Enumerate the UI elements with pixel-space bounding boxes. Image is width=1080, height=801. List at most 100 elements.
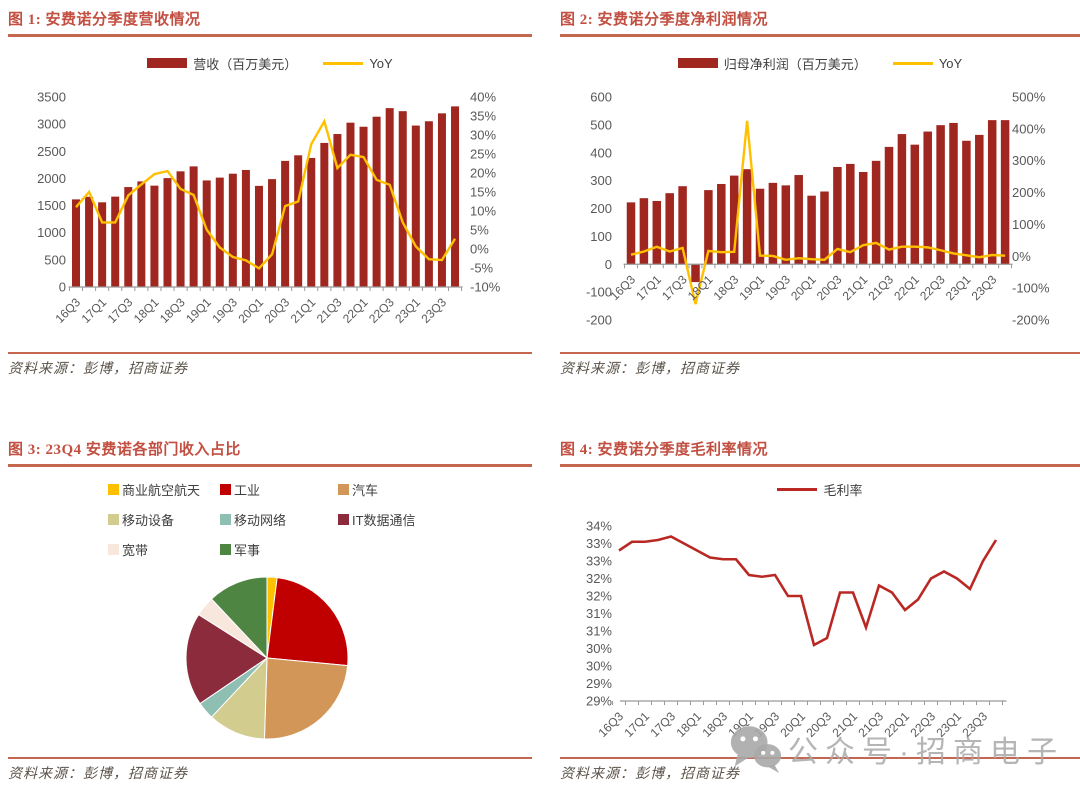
mobile-networks-swatch: [220, 514, 231, 525]
right-axis-label: 300%: [1012, 153, 1046, 168]
left-axis-label: 0: [59, 280, 66, 295]
x-label-21Q1: 21Q1: [288, 295, 319, 326]
figure4-source-rule: [560, 757, 1080, 759]
figure1-title-rule: [8, 34, 532, 37]
right-axis-label: 10%: [470, 204, 496, 219]
figure1-source: 资料来源：彭博，招商证券: [8, 362, 188, 377]
x-label-19Q3: 19Q3: [762, 272, 793, 303]
bar-19Q3: [228, 173, 237, 287]
bars-series: [72, 106, 460, 288]
figure3-segment-pie-panel: 图 3: 23Q4 安费诺各部门收入占比 商业航空航天 工业 汽车 移动设备 移…: [8, 438, 532, 794]
bar-23Q2: [975, 134, 984, 265]
revenue-bar-swatch: [147, 58, 188, 68]
y-axis-label: 33%: [586, 554, 612, 569]
x-label-16Q3: 16Q3: [595, 709, 626, 740]
figure2-source: 资料来源：彭博，招商证券: [560, 362, 740, 377]
y-axis-label: 30%: [586, 659, 612, 674]
y-axis-label: 31%: [586, 624, 612, 639]
wechat-icon: [730, 726, 782, 774]
right-axis-label: 30%: [470, 128, 496, 143]
x-label-22Q3: 22Q3: [366, 295, 397, 326]
left-axis-label: -100: [586, 285, 612, 300]
bar-23Q2: [424, 121, 433, 287]
legend-item-grossmargin: 毛利率: [777, 480, 863, 499]
x-label-18Q1: 18Q1: [673, 709, 704, 740]
segment-pie-chart: [185, 576, 349, 740]
left-axis-label: -200: [586, 313, 612, 328]
yoy-line-series: [75, 118, 457, 270]
watermark-text: 公众号·招商电子: [788, 736, 1064, 769]
x-label-23Q1: 23Q1: [943, 272, 974, 303]
legend-item-yoy: YoY: [323, 56, 393, 71]
x-label-17Q1: 17Q1: [79, 295, 110, 326]
bars-series: [626, 120, 1010, 283]
right-axis-label: 40%: [470, 90, 496, 105]
legend-item-industrial: 工业: [220, 480, 338, 499]
yoy2-line-swatch: [892, 61, 933, 65]
bar-20Q2: [268, 179, 277, 287]
left-axis-label: 1000: [37, 225, 66, 240]
left-axis-label: 400: [590, 145, 612, 160]
legend-label-mobile-devices: 移动设备: [122, 513, 175, 528]
figure4-grossmargin-panel: 图 4: 安费诺分季度毛利率情况 毛利率 34% 33% 33% 32% 32% 31% 3…: [560, 438, 1080, 794]
legend-item-it-datacom: IT数据通信: [338, 510, 508, 529]
bar-20Q3: [281, 160, 290, 287]
y-axis-label: 34%: [586, 519, 612, 534]
x-label-17Q1: 17Q1: [633, 272, 664, 303]
figure1-revenue-panel: 图 1: 安费诺分季度营收情况 营收（百万美元） YoY 3500 3000 250…: [8, 8, 532, 384]
figure3-legend: 商业航空航天 工业 汽车 移动设备 移动网络 IT数据通信 宽带 军事: [108, 480, 508, 559]
bar-22Q4: [398, 111, 407, 287]
bar-16Q4: [639, 198, 649, 265]
left-axis-label: 3000: [37, 117, 66, 132]
figure2-legend: 归母净利润（百万美元） YoY: [560, 52, 1080, 74]
bar-17Q4: [137, 181, 146, 287]
x-label-18Q1: 18Q1: [131, 295, 162, 326]
right-axis-label: 100%: [1012, 217, 1046, 232]
netprofit-bar-swatch: [677, 58, 718, 68]
x-label-21Q1: 21Q1: [840, 272, 871, 303]
right-axis-label: 5%: [470, 223, 489, 238]
bar-18Q2: [163, 178, 172, 287]
bar-22Q3: [936, 125, 945, 265]
bar-21Q2: [320, 142, 329, 287]
bar-18Q3: [176, 171, 185, 287]
bar-19Q1: [202, 180, 211, 287]
it-datacom-swatch: [338, 514, 349, 525]
left-axis-label: 0: [605, 257, 612, 272]
figure4-source: 资料来源：彭博，招商证券: [560, 767, 740, 782]
pie-slice-汽车: [263, 657, 349, 740]
left-axis-label: 600: [590, 90, 612, 105]
legend-label-revenue: 营收（百万美元）: [193, 56, 298, 72]
bar-21Q4: [897, 134, 907, 265]
x-label-21Q3: 21Q3: [865, 272, 896, 303]
x-label-23Q3: 23Q3: [969, 272, 1000, 303]
bar-18Q2: [717, 183, 726, 265]
mobile-devices-swatch: [108, 514, 119, 525]
commercial-air-swatch: [108, 484, 119, 495]
legend-label-military: 军事: [234, 543, 261, 558]
y-axis-label: 29%: [586, 676, 612, 691]
bar-20Q1: [254, 185, 263, 287]
bar-23Q1: [962, 140, 971, 265]
right-axis-label: 25%: [470, 147, 496, 162]
bar-23Q4: [1000, 120, 1010, 265]
left-axis-label: 1500: [37, 198, 66, 213]
military-swatch: [220, 544, 231, 555]
legend-item-broadband: 宽带: [108, 540, 220, 559]
bar-22Q1: [910, 144, 920, 265]
bar-21Q1: [307, 157, 316, 287]
x-label-16Q3: 16Q3: [52, 295, 83, 326]
figure3-source-rule: [8, 757, 532, 759]
left-axis-label: 300: [590, 173, 612, 188]
revenue-combo-chart: 3500 3000 2500 2000 1500 1000 500 0 40% 35% 30% 25%…: [37, 90, 501, 326]
bar-21Q4: [346, 122, 355, 287]
right-axis-label: -5%: [470, 261, 494, 276]
pie-slice-工业: [266, 577, 349, 667]
x-label-17Q3: 17Q3: [659, 272, 690, 303]
bar-19Q2: [215, 177, 224, 287]
bar-20Q4: [294, 155, 303, 287]
figure2-title-rule: [560, 34, 1080, 37]
legend-item-automotive: 汽车: [338, 480, 508, 499]
right-axis-label: 15%: [470, 185, 496, 200]
x-label-20Q1: 20Q1: [235, 295, 266, 326]
